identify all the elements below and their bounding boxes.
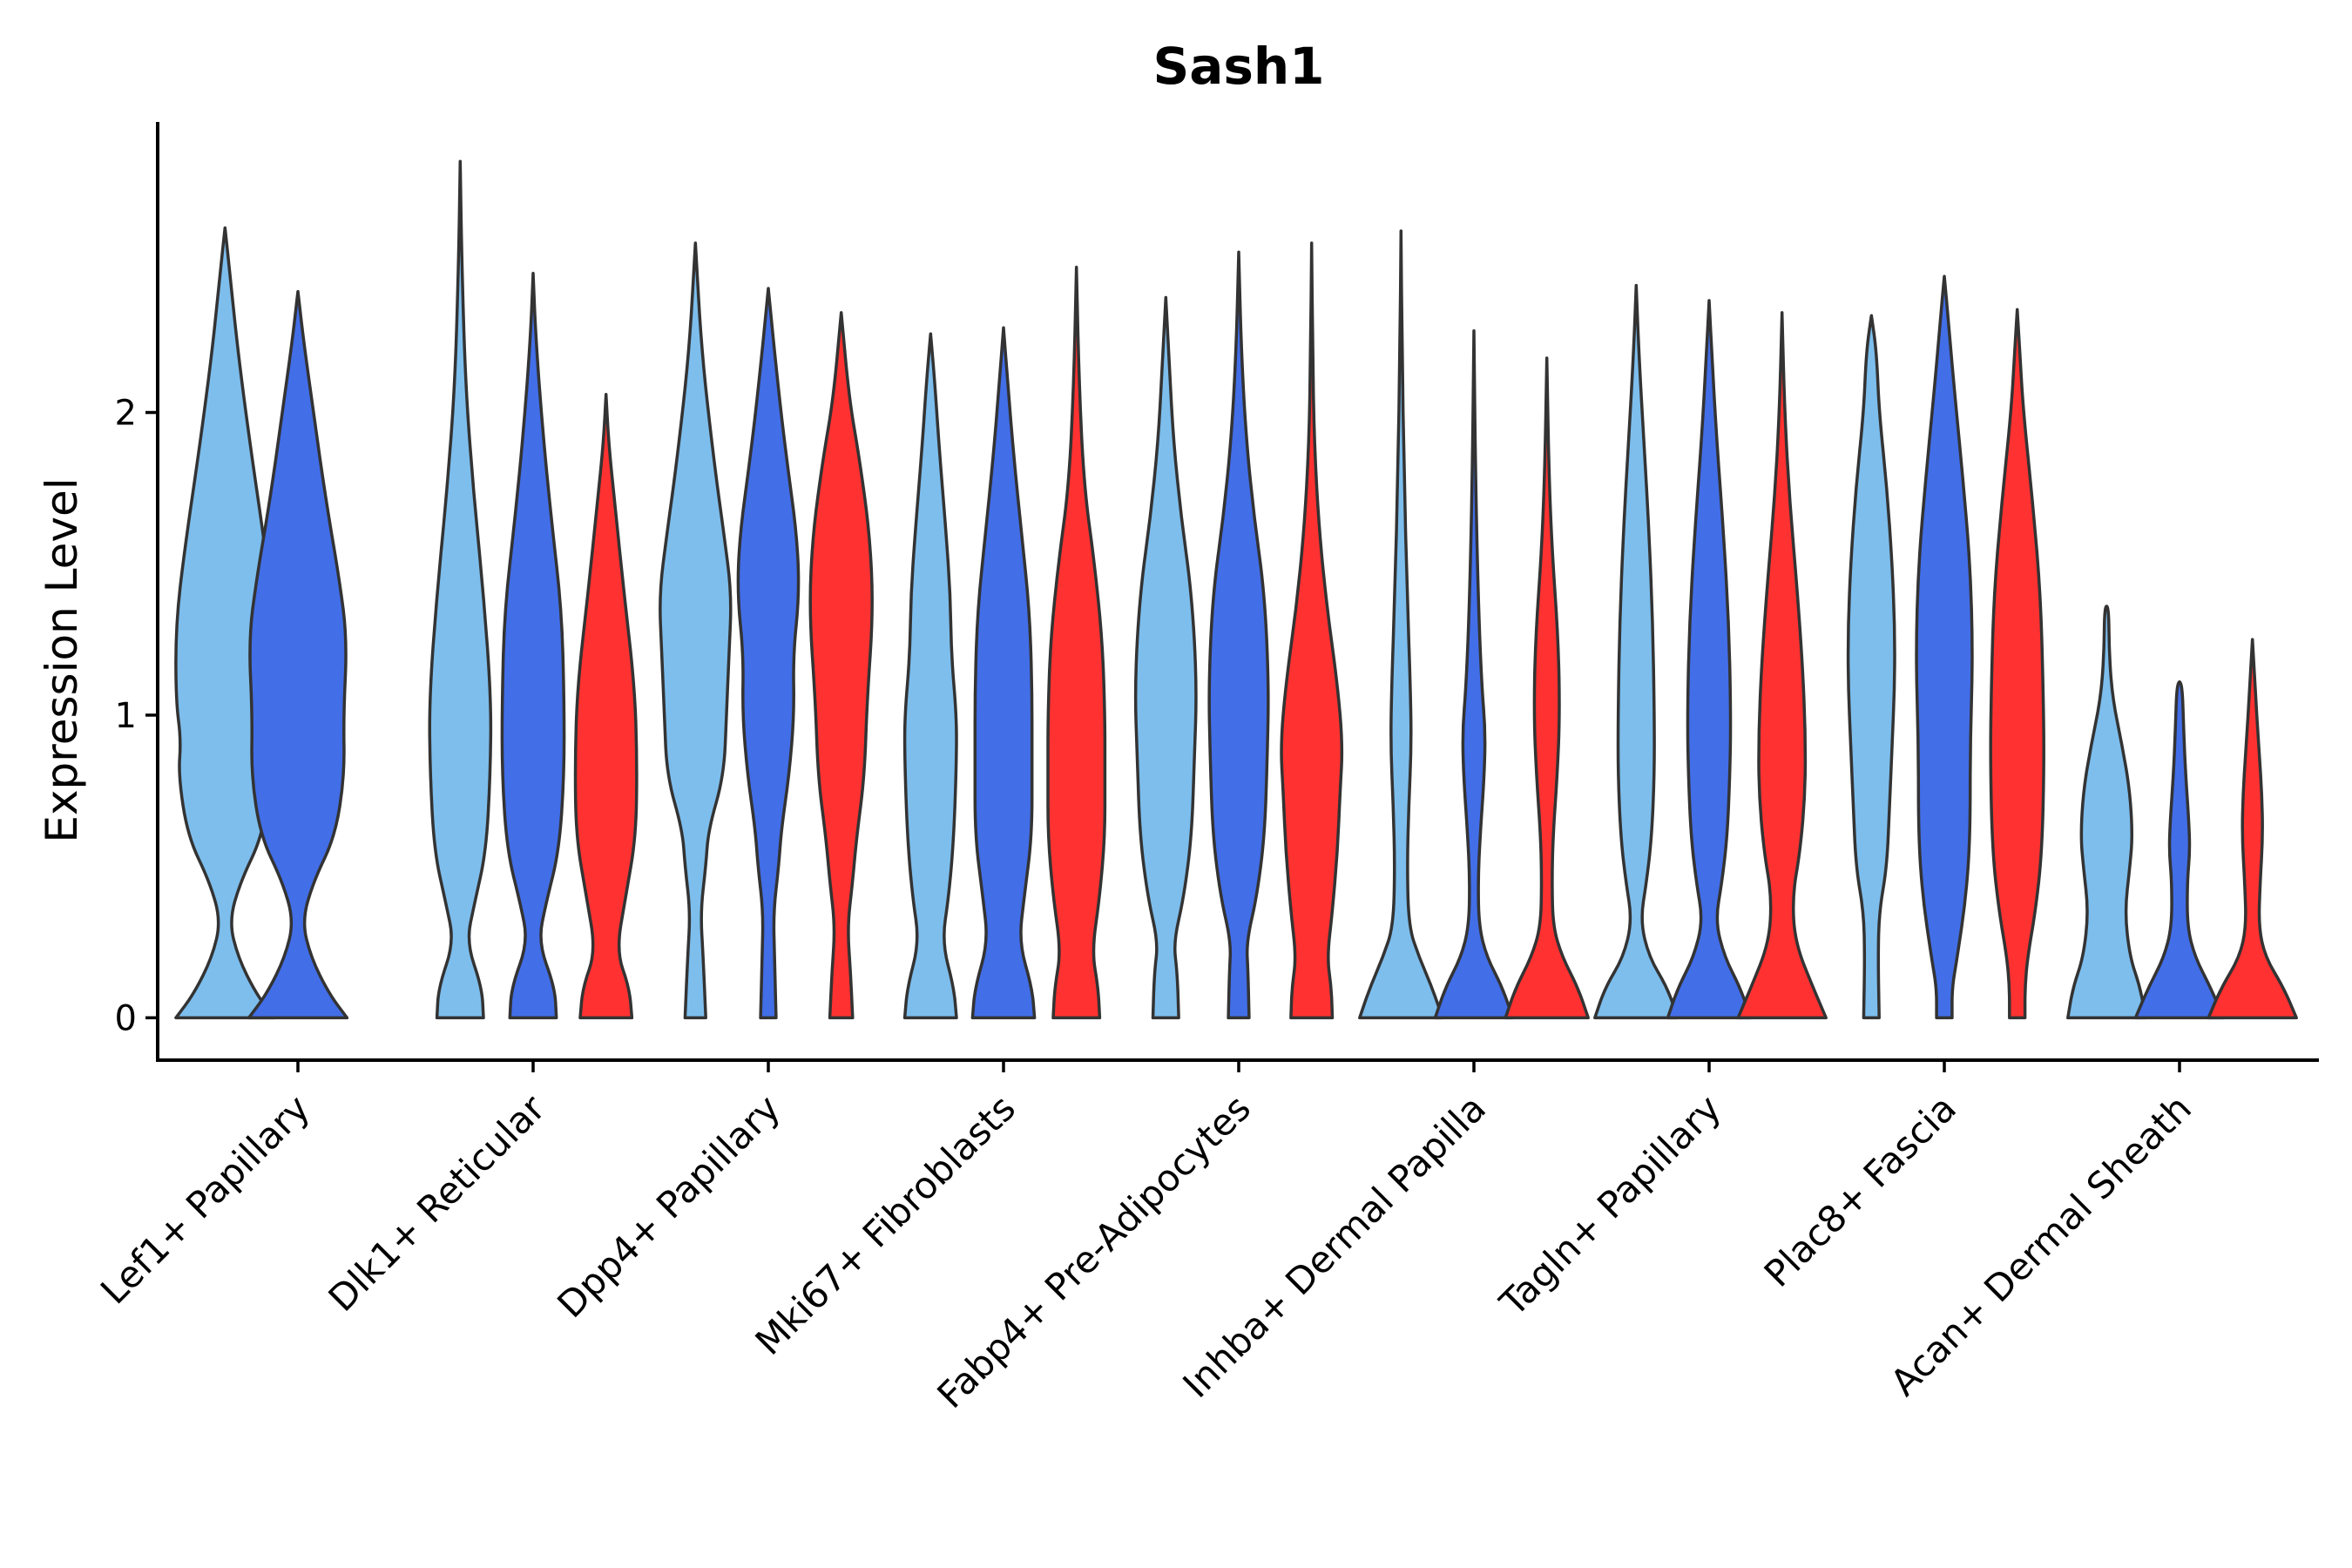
y-tick-label: 2 — [115, 394, 137, 434]
y-axis-label: Expression Level — [37, 477, 87, 842]
violin-series_1-tagln-papillary — [1593, 283, 1680, 1020]
violin-series_3-fabp4-pre-adipocytes — [1280, 241, 1344, 1020]
violin-series_1-plac8-fascia — [1846, 314, 1896, 1020]
violin-series_3-plac8-fascia — [1989, 308, 2045, 1020]
violin-series_3-tagln-papillary — [1736, 311, 1828, 1020]
violin-layer — [174, 159, 2298, 1020]
violin-series_3-inhba-dermal-papilla — [1504, 356, 1590, 1020]
x-tick-label: Lef1+ Papillary — [92, 1086, 318, 1312]
violin-series_2-tagln-papillary — [1666, 299, 1753, 1020]
violin-series_2-fabp4-pre-adipocytes — [1207, 250, 1270, 1020]
x-tick-label: Plac8+ Fascia — [1756, 1086, 1964, 1294]
violin-series_2-dpp4-papillary — [736, 287, 801, 1020]
violin-series_1-inhba-dermal-papilla — [1358, 229, 1444, 1020]
violin-series_3-dpp4-papillary — [808, 311, 874, 1020]
x-tick-label: Dlk1+ Reticular — [321, 1086, 554, 1320]
violin-series_2-dlk1-reticular — [500, 271, 566, 1020]
x-tick-label: Dpp4+ Papillary — [549, 1086, 788, 1326]
violin-series_2-inhba-dermal-papilla — [1433, 328, 1515, 1020]
violin-series_2-mki67-fibroblasts — [970, 326, 1037, 1020]
violin-series_2-acan-dermal-sheath — [2133, 679, 2226, 1020]
chart-title: Sash1 — [1152, 37, 1324, 96]
violin-series_2-plac8-fascia — [1915, 274, 1974, 1020]
violin-series_1-dpp4-papillary — [659, 241, 733, 1020]
violin-series_3-dlk1-reticular — [573, 392, 639, 1020]
y-tick-label: 0 — [115, 998, 137, 1038]
violin-series_1-fabp4-pre-adipocytes — [1133, 295, 1198, 1020]
y-tick-label: 1 — [115, 696, 137, 736]
violin-series_1-dlk1-reticular — [428, 159, 493, 1020]
x-tick-label: Tagln+ Papillary — [1491, 1086, 1729, 1324]
y-axis-ticks: 0 1 2 — [115, 394, 158, 1038]
violin-series_3-mki67-fibroblasts — [1046, 266, 1107, 1020]
violin-series_3-acan-dermal-sheath — [2207, 638, 2298, 1020]
violin-series_1-acan-dermal-sheath — [2066, 605, 2147, 1020]
violin-series_1-lef1-papillary — [174, 226, 276, 1020]
violin-series_2-lef1-papillary — [247, 289, 349, 1020]
violin-series_1-mki67-fibroblasts — [902, 332, 958, 1020]
x-tick-label: Mki67+ Fibroblasts — [747, 1086, 1024, 1362]
